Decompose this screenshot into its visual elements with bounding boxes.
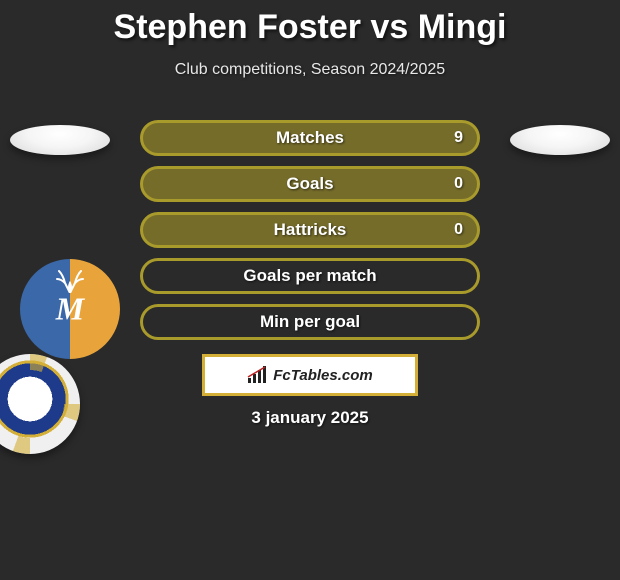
chart-bars-icon — [247, 366, 269, 384]
stag-icon — [53, 265, 87, 293]
brand-text: FcTables.com — [273, 367, 372, 384]
stat-label: Min per goal — [260, 312, 360, 332]
stat-label: Goals — [286, 174, 333, 194]
club-badge-left — [20, 259, 120, 359]
stat-label: Matches — [276, 128, 344, 148]
subtitle: Club competitions, Season 2024/2025 — [0, 61, 620, 79]
date-text: 3 january 2025 — [0, 408, 620, 428]
stat-row: Hattricks 0 — [140, 212, 480, 248]
stat-row: Goals per match — [140, 258, 480, 294]
stats-container: Matches 9 Goals 0 Hattricks 0 Goals per match M… — [140, 120, 480, 350]
brand-footer[interactable]: FcTables.com — [202, 354, 418, 396]
stat-value-right: 0 — [454, 221, 463, 239]
stat-value-right: 9 — [454, 129, 463, 147]
stat-row: Min per goal — [140, 304, 480, 340]
club-badge-right — [0, 354, 80, 454]
stat-row: Matches 9 — [140, 120, 480, 156]
player-photo-left — [10, 125, 110, 155]
page-title: Stephen Foster vs Mingi — [0, 0, 620, 47]
stat-row: Goals 0 — [140, 166, 480, 202]
stat-label: Hattricks — [274, 220, 347, 240]
stat-label: Goals per match — [243, 266, 376, 286]
stat-value-right: 0 — [454, 175, 463, 193]
player-photo-right — [510, 125, 610, 155]
